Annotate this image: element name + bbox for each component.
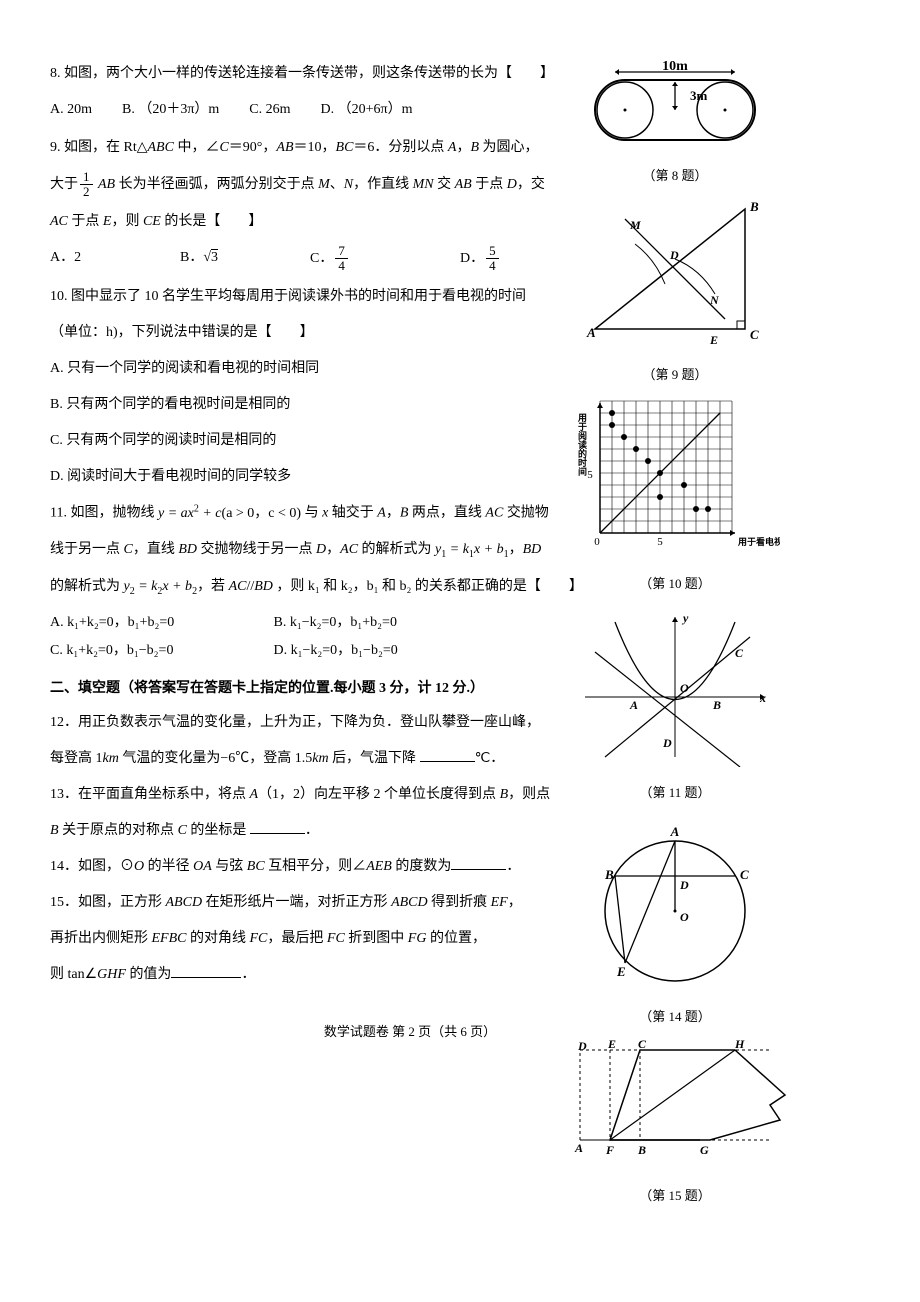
svg-text:D: D xyxy=(577,1040,587,1053)
svg-text:A: A xyxy=(629,698,638,712)
svg-text:B: B xyxy=(749,199,759,214)
q11-A: A. k₁+k₂=0，b₁+b₂=0 xyxy=(50,609,240,637)
q8-D: D. （20+6π）m xyxy=(321,96,413,124)
q11-line2: 线于另一点 C，直线 BD 交抛物线于另一点 D，AC 的解析式为 y1 = k… xyxy=(50,536,640,565)
svg-text:C: C xyxy=(638,1040,647,1051)
fig14-caption: （第 14 题） xyxy=(570,1004,780,1030)
q10-C: C. 只有两个同学的阅读时间是相同的 xyxy=(50,427,640,455)
q8-C: C. 26m xyxy=(249,96,290,124)
svg-text:O: O xyxy=(680,681,689,695)
q10-D: D. 阅读时间大于看电视时间的同学较多 xyxy=(50,463,640,491)
q8-B: B. （20＋3π）m xyxy=(122,96,219,124)
fig11: A B C D O x y （第 11 题） xyxy=(570,607,780,806)
q8-stem: 8. 如图，两个大小一样的传送轮连接着一条传送带，则这条传送带的长为【 】 xyxy=(50,60,640,88)
svg-text:E: E xyxy=(709,333,718,347)
q11-line3: 的解析式为 y2 = k2x + b2，若 AC//BD ，则 k₁ 和 k₂，… xyxy=(50,573,640,602)
svg-text:y: y xyxy=(681,611,689,625)
q14-line: 14．如图，⊙O 的半径 OA 与弦 BC 互相平分，则∠AEB 的度数为． xyxy=(50,853,640,881)
svg-text:D: D xyxy=(669,248,679,262)
q12-line1: 12．用正负数表示气温的变化量，上升为正，下降为负．登山队攀登一座山峰， xyxy=(50,709,640,737)
q11-B: B. k₁−k₂=0，b₁+b₂=0 xyxy=(274,609,397,637)
fig10-caption: （第 10 题） xyxy=(570,571,780,597)
q9-C: C．74 xyxy=(310,244,430,274)
q12-line2: 每登高 1km 气温的变化量为−6℃，登高 1.5km 后，气温下降 ℃． xyxy=(50,745,640,773)
q15-line1: 15．如图，正方形 ABCD 在矩形纸片一端，对折正方形 ABCD 得到折痕 E… xyxy=(50,889,640,917)
svg-text:B: B xyxy=(604,867,614,882)
q13-line2: B 关于原点的对称点 C 的坐标是 ． xyxy=(50,817,640,845)
q9-line1: 9. 如图，在 Rt△ABC 中，∠C＝90°，AB＝10，BC＝6．分别以点 … xyxy=(50,134,640,162)
q9-options: A．2 B．√3 C．74 D．54 xyxy=(50,244,640,274)
q10-A: A. 只有一个同学的阅读和看电视的时间相同 xyxy=(50,355,640,383)
svg-text:10m: 10m xyxy=(662,60,688,74)
svg-text:E: E xyxy=(607,1040,616,1051)
svg-text:5: 5 xyxy=(587,469,593,481)
svg-text:N: N xyxy=(709,293,720,307)
q11-line1: 11. 如图，抛物线 y = ax2 + c(a > 0，c < 0) 与 x … xyxy=(50,499,640,528)
svg-text:C: C xyxy=(735,646,744,660)
fig10: 0 5 5 用于阅读的时间 用于看电视的时间 （第 10 题） xyxy=(570,393,780,597)
svg-text:A: A xyxy=(670,824,680,839)
svg-text:B: B xyxy=(637,1143,646,1157)
fig15-caption: （第 15 题） xyxy=(570,1183,780,1209)
fig8: 10m 3m （第 8 题） xyxy=(570,60,780,189)
svg-text:F: F xyxy=(605,1143,614,1157)
svg-text:A: A xyxy=(574,1141,583,1155)
svg-text:H: H xyxy=(734,1040,745,1051)
fig14: A B C D O E （第 14 题） xyxy=(570,821,780,1030)
svg-text:用于看电视的时间: 用于看电视的时间 xyxy=(737,536,780,547)
q9-B: B．√3 xyxy=(180,244,280,274)
svg-text:D: D xyxy=(679,878,689,892)
svg-text:O: O xyxy=(680,910,689,924)
q9-line3: AC 于点 E，则 CE 的长是【 】 xyxy=(50,208,640,236)
q10-B: B. 只有两个同学的看电视时间是相同的 xyxy=(50,391,640,419)
svg-text:E: E xyxy=(616,964,626,979)
svg-text:0: 0 xyxy=(594,536,600,548)
q9-line2: 大于12 AB 长为半径画弧，两弧分别交于点 M、N，作直线 MN 交 AB 于… xyxy=(50,170,640,200)
q15-line2: 再折出内侧矩形 EFBC 的对角线 FC，最后把 FC 折到图中 FG 的位置， xyxy=(50,925,640,953)
svg-text:3m: 3m xyxy=(690,88,708,103)
q9-D: D．54 xyxy=(460,244,501,274)
q15-line3: 则 tan∠GHF 的值为． xyxy=(50,961,640,989)
svg-text:A: A xyxy=(586,325,596,340)
svg-text:D: D xyxy=(662,736,672,750)
svg-text:G: G xyxy=(700,1143,709,1157)
fig9-caption: （第 9 题） xyxy=(570,362,780,388)
q11-opts-row1: A. k₁+k₂=0，b₁+b₂=0 B. k₁−k₂=0，b₁+b₂=0 xyxy=(50,609,640,637)
q11-C: C. k₁+k₂=0，b₁−b₂=0 xyxy=(50,637,240,665)
q13-line1: 13．在平面直角坐标系中，将点 A（1，2）向左平移 2 个单位长度得到点 B，… xyxy=(50,781,640,809)
svg-text:M: M xyxy=(629,218,641,232)
svg-text:x: x xyxy=(759,691,766,705)
svg-text:C: C xyxy=(750,327,759,342)
q8-A: A. 20m xyxy=(50,96,92,124)
svg-text:用于阅读的时间: 用于阅读的时间 xyxy=(577,413,588,477)
fig9: A B C D E M N （第 9 题） xyxy=(570,199,780,388)
q8-options: A. 20m B. （20＋3π）m C. 26m D. （20+6π）m xyxy=(50,96,640,124)
svg-text:5: 5 xyxy=(657,536,663,548)
fig11-caption: （第 11 题） xyxy=(570,780,780,806)
fig8-caption: （第 8 题） xyxy=(570,163,780,189)
q11-D: D. k₁−k₂=0，b₁−b₂=0 xyxy=(274,637,398,665)
section2-title: 二、填空题（将答案写在答题卡上指定的位置.每小题 3 分，计 12 分.） xyxy=(50,675,640,703)
q10-line1: 10. 图中显示了 10 名学生平均每周用于阅读课外书的时间和用于看电视的时间 xyxy=(50,283,640,311)
q10-line2: （单位：h)，下列说法中错误的是【 】 xyxy=(50,319,640,347)
q11-opts-row2: C. k₁+k₂=0，b₁−b₂=0 D. k₁−k₂=0，b₁−b₂=0 xyxy=(50,637,640,665)
svg-text:C: C xyxy=(740,867,749,882)
q9-A: A．2 xyxy=(50,244,150,274)
svg-text:B: B xyxy=(712,698,721,712)
fig15: D E C H A F B G （第 15 题） xyxy=(570,1040,780,1209)
